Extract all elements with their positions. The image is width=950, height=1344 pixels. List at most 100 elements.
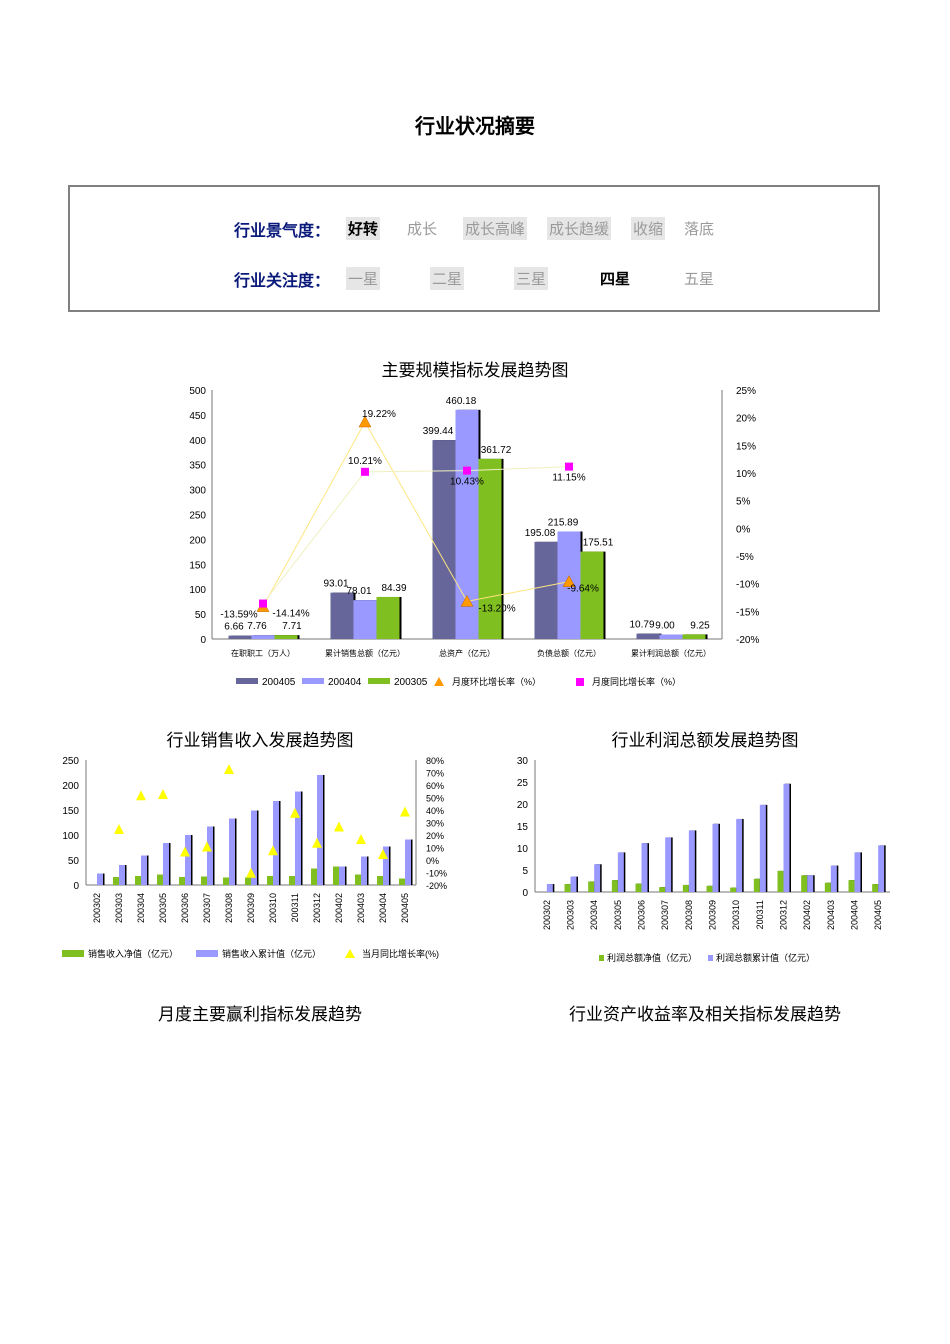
bar — [570, 876, 577, 892]
y-tick-label-left: 15 — [517, 822, 529, 833]
line-data-label: 10.21% — [348, 456, 382, 467]
x-tick-label: 200304 — [136, 893, 146, 923]
yoy-marker — [268, 845, 278, 856]
x-tick-label: 200303 — [566, 900, 576, 930]
bar-data-label: 215.89 — [548, 517, 579, 528]
legend-label: 200404 — [328, 677, 362, 688]
climate-option: 落底 — [684, 220, 715, 238]
bar — [383, 846, 389, 885]
line-data-label: -13.20% — [478, 603, 515, 614]
bar — [355, 874, 361, 885]
bar — [580, 551, 604, 639]
y-tick-label-right: -10% — [736, 580, 759, 591]
y-tick-label-left: 450 — [189, 411, 206, 422]
attention-option: 三星 — [514, 267, 549, 290]
bar — [659, 887, 666, 892]
y-tick-label-left: 250 — [62, 756, 79, 767]
y-tick-label-right: 80% — [426, 756, 444, 766]
legend-label: 销售收入累计值（亿元） — [222, 948, 321, 959]
bar — [878, 845, 885, 892]
x-tick-label: 200402 — [802, 900, 812, 930]
x-tick-label: 200305 — [613, 900, 623, 930]
line-data-label: 19.22% — [362, 409, 396, 420]
bar — [432, 440, 456, 639]
legend-swatch — [345, 949, 355, 958]
bar-data-label: 460.18 — [446, 396, 477, 407]
bar — [753, 878, 760, 892]
y-tick-label-right: 50% — [426, 794, 444, 804]
line-data-label: 10.43% — [450, 477, 484, 488]
bar — [317, 775, 323, 885]
line-data-label: -9.64% — [567, 584, 599, 595]
bar — [872, 884, 879, 892]
bar — [807, 875, 814, 892]
legend-label: 利润总额净值（亿元） — [607, 952, 697, 963]
bar — [682, 634, 706, 639]
y-tick-label-right: -20% — [426, 881, 447, 891]
x-tick-label: 200310 — [731, 900, 741, 930]
bar — [854, 852, 861, 892]
x-tick-label: 200302 — [542, 900, 552, 930]
yoy-marker — [202, 841, 212, 852]
y-tick-label-left: 20 — [517, 800, 529, 811]
bar — [635, 883, 642, 892]
yoy-marker — [463, 466, 471, 475]
bar — [682, 884, 689, 892]
yoy-marker — [246, 867, 256, 878]
y-tick-label-right: -15% — [736, 607, 759, 618]
yoy-marker — [180, 846, 190, 857]
legend-swatch — [196, 950, 218, 957]
yoy-marker — [158, 789, 168, 799]
bar-data-label: 9.00 — [655, 621, 675, 632]
bar — [759, 804, 766, 892]
x-tick-label: 总资产（亿元） — [439, 648, 495, 658]
y-tick-label-left: 300 — [189, 486, 206, 497]
yoy-marker — [259, 599, 267, 608]
bar — [399, 878, 405, 885]
bar-data-label: 399.44 — [423, 426, 454, 437]
bar-data-label: 9.25 — [690, 620, 710, 631]
x-tick-label: 200312 — [312, 893, 322, 923]
y-tick-label-right: 40% — [426, 806, 444, 816]
summary-box: 行业景气度： 行业关注度： 好转 成长 成长高峰 成长趋缓 收缩 落底 一星 二… — [68, 185, 880, 312]
x-tick-label: 200306 — [180, 893, 190, 923]
x-tick-label: 200405 — [400, 893, 410, 923]
x-tick-label: 200403 — [356, 893, 366, 923]
bar — [564, 884, 571, 892]
x-tick-label: 200405 — [873, 900, 883, 930]
bar — [157, 874, 163, 885]
bar — [712, 823, 719, 892]
bar — [251, 810, 257, 885]
y-tick-label-left: 200 — [62, 781, 79, 792]
bar — [783, 783, 790, 892]
bar — [339, 866, 345, 885]
bar — [113, 877, 119, 885]
y-tick-label-right: -5% — [736, 552, 754, 563]
x-tick-label: 累计销售总额（亿元） — [325, 648, 405, 658]
bar — [185, 835, 191, 885]
y-tick-label-left: 30 — [517, 756, 529, 767]
climate-option: 收缩 — [631, 217, 666, 240]
attention-row: 行业关注度： — [234, 271, 331, 290]
bar — [377, 876, 383, 885]
y-tick-label-left: 0 — [200, 635, 206, 646]
bar — [641, 843, 648, 892]
bar-data-label: 84.39 — [381, 583, 406, 594]
bar — [546, 884, 553, 892]
chart2-title: 行业销售收入发展趋势图 — [166, 731, 354, 751]
bar — [478, 458, 502, 639]
bar-data-label: 7.76 — [247, 621, 267, 632]
mom-marker — [460, 594, 474, 607]
bar-data-label: 6.66 — [224, 622, 244, 633]
y-tick-label-left: 150 — [62, 806, 79, 817]
x-tick-label: 200404 — [850, 900, 860, 930]
y-tick-label-left: 500 — [189, 386, 206, 397]
y-tick-label-left: 100 — [62, 831, 79, 842]
bar — [228, 635, 252, 639]
y-tick-label-left: 5 — [522, 866, 528, 877]
yoy-marker — [400, 806, 410, 817]
x-tick-label: 200304 — [589, 900, 599, 930]
line-data-label: 11.15% — [552, 473, 585, 484]
bar — [730, 887, 737, 892]
bar — [534, 541, 558, 639]
